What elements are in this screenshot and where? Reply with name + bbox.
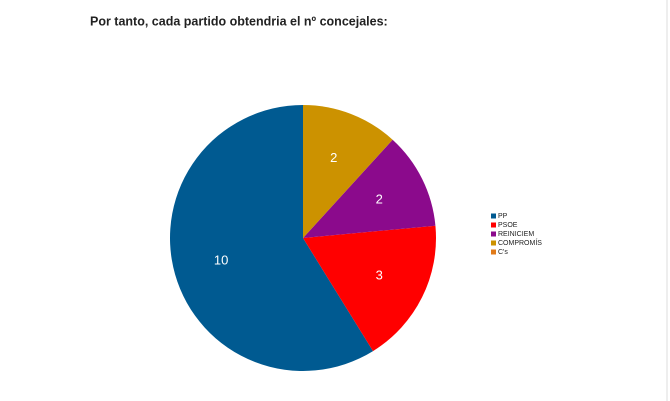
value-label: 2 (330, 150, 337, 165)
value-label: 10 (214, 253, 228, 268)
value-label: 2 (376, 191, 383, 206)
legend-label: PSOE (498, 222, 518, 229)
legend-label: COMPROMÍS (498, 238, 542, 247)
legend-swatch (491, 231, 496, 237)
legend-swatch (491, 240, 496, 246)
value-label: 3 (376, 267, 383, 282)
pie-slice (303, 105, 393, 238)
legend-label: C's (498, 249, 508, 256)
legend-swatch (491, 222, 496, 228)
pie-slice (303, 225, 437, 352)
legend-label: PP (498, 213, 508, 220)
legend-label: REINICIEM (498, 231, 534, 238)
pie-slice (169, 105, 374, 372)
chart-title: Por tanto, cada partido obtendria el nº … (90, 14, 388, 28)
legend-swatch (491, 213, 496, 219)
legend-swatch (491, 249, 496, 255)
pie-slice (303, 139, 436, 238)
